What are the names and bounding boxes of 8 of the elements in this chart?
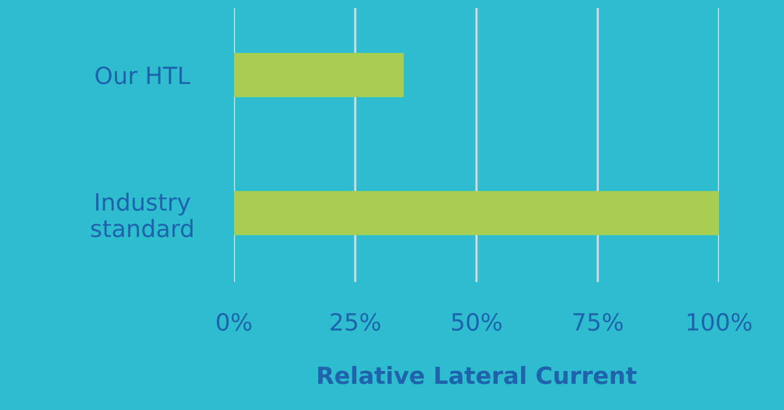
x-tick-label: 0% <box>216 312 252 331</box>
y-tick-label: Our HTL <box>96 66 190 84</box>
y-tick-label: Industry standard <box>91 192 193 238</box>
x-tick-label: 50% <box>452 312 502 331</box>
x-tick-label: 75% <box>573 312 623 331</box>
x-axis-title: Relative Lateral Current <box>318 366 636 384</box>
x-tick-label: 100% <box>688 312 752 331</box>
x-tick-label: 25% <box>330 312 380 331</box>
